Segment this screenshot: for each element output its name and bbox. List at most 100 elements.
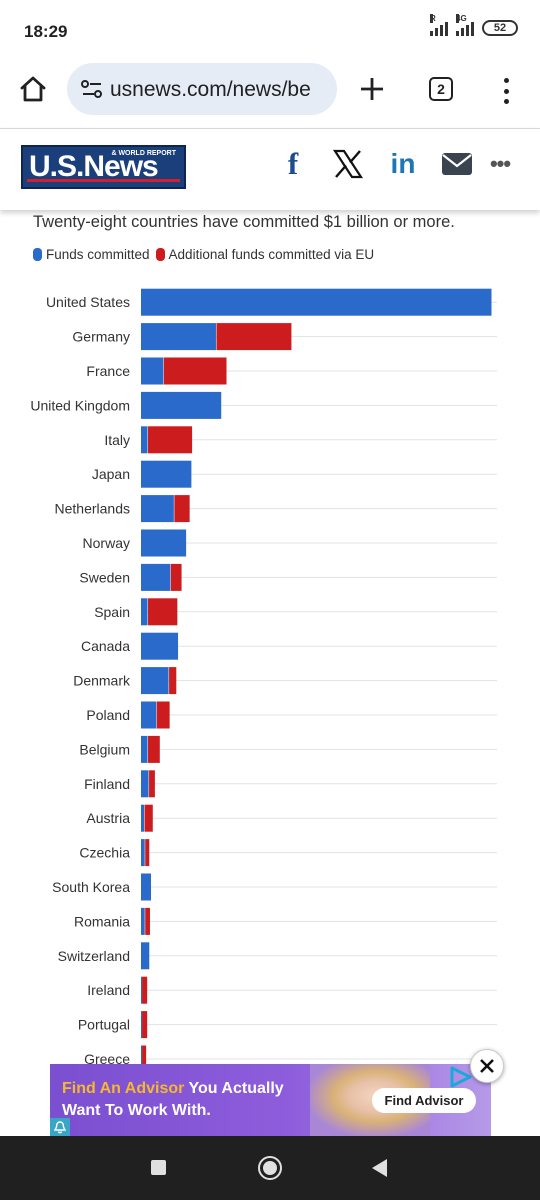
logo-subtext: & WORLD REPORT [111,150,176,157]
country-label: Switzerland [58,948,130,964]
country-label: Canada [81,638,130,654]
bar-funds-committed[interactable] [141,942,150,970]
bar-eu-funds[interactable] [148,598,178,626]
legend-swatch-funds [33,248,42,261]
logo-text: U.S.News [29,150,159,183]
bar-eu-funds[interactable] [142,976,148,1004]
site-settings-icon[interactable] [81,79,103,99]
bar-funds-committed[interactable] [141,495,174,523]
bar-funds-committed[interactable] [141,667,169,695]
bar-funds-committed[interactable] [141,323,216,351]
url-text[interactable]: usnews.com/news/be [110,78,311,101]
linkedin-icon[interactable]: in [390,148,416,179]
close-ad-button[interactable] [470,1049,504,1083]
adchoices-icon[interactable] [449,1066,475,1088]
bar-eu-funds[interactable] [148,426,193,454]
ad-bell-icon [50,1118,70,1136]
bar-funds-committed[interactable] [141,460,192,488]
bar-funds-committed[interactable] [141,598,148,626]
tab-switcher-button[interactable]: 2 [429,77,453,101]
facebook-icon[interactable]: f [287,146,299,181]
country-label: South Korea [52,879,130,895]
country-label: Germany [72,329,130,345]
chart-subtitle: Twenty-eight countries have committed $1… [33,213,455,231]
country-label: Finland [84,776,130,792]
bar-funds-committed[interactable] [141,426,148,454]
bar-eu-funds[interactable] [170,563,182,591]
bar-funds-committed[interactable] [141,839,145,867]
ad-headline-line1: Find An Advisor You Actually [62,1080,284,1097]
bar-funds-committed[interactable] [141,563,171,591]
recents-button[interactable] [151,1160,166,1175]
bar-eu-funds[interactable] [142,1011,148,1039]
bar-funds-committed[interactable] [141,976,142,1004]
bar-eu-funds[interactable] [169,667,177,695]
bar-eu-funds[interactable] [145,839,150,867]
legend-label-eu: Additional funds committed via EU [168,247,375,262]
bar-eu-funds[interactable] [142,1045,147,1071]
country-label: Sweden [79,569,130,585]
logo-stripe [27,179,180,182]
address-bar[interactable]: usnews.com/news/be [67,63,337,115]
bar-funds-committed[interactable] [141,357,164,385]
bar-eu-funds[interactable] [156,701,170,729]
battery-icon: 52 [482,20,518,36]
advisor-ad-banner[interactable]: Find An Advisor You Actually Want To Wor… [50,1064,491,1136]
browser-toolbar: usnews.com/news/be 2 [0,60,540,128]
chart-legend: Funds committed Additional funds committ… [33,247,380,262]
close-icon[interactable] [479,1058,495,1074]
home-button[interactable] [258,1156,282,1180]
usnews-logo[interactable]: & WORLD REPORT U.S.News [21,145,186,189]
bar-funds-committed[interactable] [141,529,187,557]
country-label: United States [46,294,130,310]
legend-item-funds: Funds committed [33,247,150,262]
country-label: Portugal [78,1017,130,1033]
bar-eu-funds[interactable] [145,907,150,935]
country-label: Italy [104,432,130,448]
signal-sim1-icon: R [430,14,448,36]
home-icon[interactable] [18,74,48,104]
bar-eu-funds[interactable] [163,357,227,385]
bar-funds-committed[interactable] [141,873,152,901]
bar-funds-committed[interactable] [141,735,148,763]
status-bar: 18:29 R 4G 52 [0,0,540,60]
more-icon[interactable]: ••• [489,151,511,176]
country-label: Belgium [79,741,130,757]
bar-funds-committed[interactable] [141,907,145,935]
bar-eu-funds[interactable] [144,804,153,832]
bar-eu-funds[interactable] [149,770,155,798]
status-time: 18:29 [24,22,68,41]
bar-funds-committed[interactable] [141,391,222,419]
bar-funds-committed[interactable] [141,770,149,798]
bar-funds-committed[interactable] [141,1045,142,1071]
country-label: Ireland [87,982,130,998]
mail-icon[interactable] [441,147,473,181]
country-label: United Kingdom [30,397,130,413]
overflow-menu-icon[interactable] [496,76,516,106]
country-label: Austria [86,810,130,826]
country-label: Netherlands [55,501,131,517]
bar-funds-committed[interactable] [141,1011,142,1039]
find-advisor-button[interactable]: Find Advisor [372,1088,476,1113]
country-label: France [86,363,130,379]
country-label: Romania [74,913,130,929]
x-icon[interactable] [331,147,365,181]
bar-funds-committed[interactable] [141,804,145,832]
bar-funds-committed[interactable] [141,701,157,729]
bar-funds-committed[interactable] [141,288,492,316]
bar-eu-funds[interactable] [216,323,292,351]
ad-headline-line2: Want To Work With. [62,1102,211,1119]
new-tab-icon[interactable] [358,75,386,103]
funds-bar-chart: United States Germany France United Kingdom… [30,288,497,1071]
signal-sim2-icon: 4G [456,14,474,36]
bar-eu-funds[interactable] [174,495,190,523]
legend-label-funds: Funds committed [46,247,150,262]
system-nav-bar [0,1136,540,1200]
bar-funds-committed[interactable] [141,632,179,660]
bar-eu-funds[interactable] [148,735,160,763]
country-label: Spain [94,604,130,620]
legend-item-eu-funds: Additional funds committed via EU [155,247,375,262]
back-button[interactable] [372,1159,387,1177]
country-label: Greece [84,1051,130,1067]
site-header: & WORLD REPORT U.S.News f in ••• [0,128,540,210]
